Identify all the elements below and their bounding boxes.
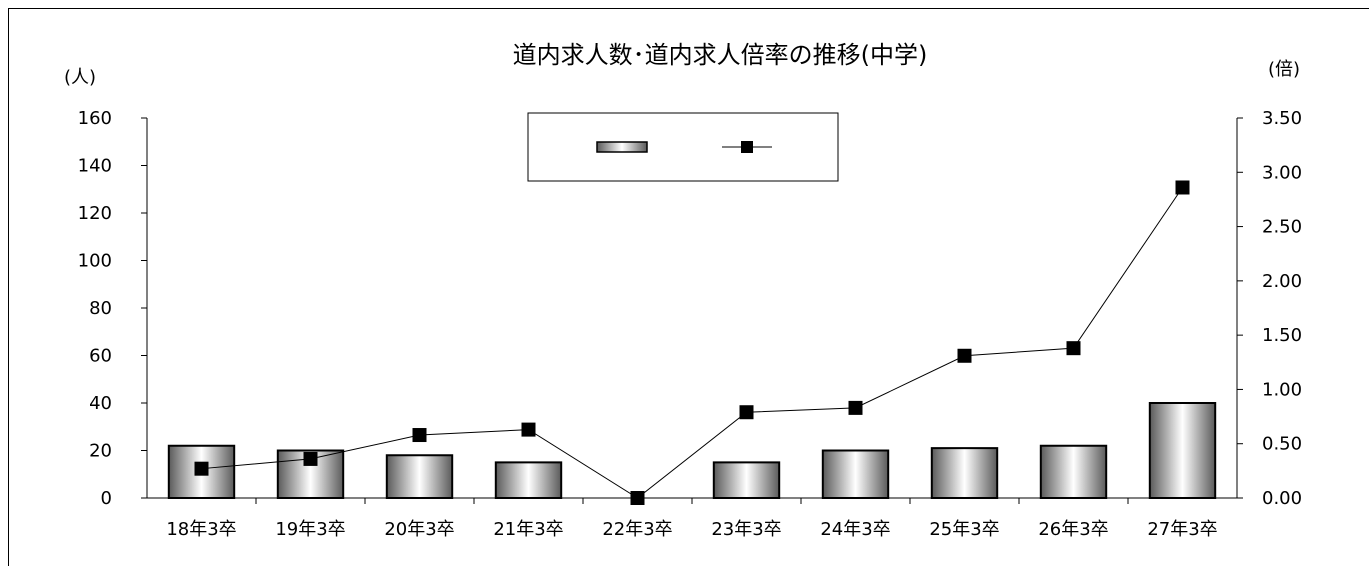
legend [527,112,839,182]
x-tick-label: 20年3卒 [384,519,454,540]
bar [930,447,999,499]
bar [1039,444,1108,499]
line-point [412,428,427,443]
right-tick-label: 2.00 [1262,271,1302,292]
left-tick-label: 40 [89,393,112,414]
line-point [521,422,536,437]
bar [712,461,781,499]
left-tick-label: 120 [78,203,112,224]
x-tick-label: 18年3卒 [166,519,236,540]
line-point [957,348,972,363]
right-tick-label: 1.00 [1262,379,1302,400]
line-point [303,451,318,466]
right-tick-label: 2.50 [1262,217,1302,238]
chart-title: 道内求人数･道内求人倍率の推移(中学) [513,41,928,69]
bar [494,461,563,499]
x-tick-label: 22年3卒 [602,519,672,540]
chart-frame [8,8,1369,566]
line-point [194,461,209,476]
right-tick-label: 0.00 [1262,488,1302,509]
bar [821,449,890,499]
line-point [630,491,645,505]
x-tick-label: 24年3卒 [820,519,890,540]
line-point [1066,341,1081,356]
legend-box [527,112,839,182]
left-tick-label: 20 [89,441,112,462]
left-tick-label: 100 [78,251,112,272]
series-line [201,187,1183,499]
left-axis-unit: (人) [64,67,96,88]
legend-marker-swatch [741,141,753,153]
x-tick-label: 23年3卒 [711,519,781,540]
line-point [848,400,863,415]
x-tick-label: 27年3卒 [1147,519,1217,540]
right-axis-unit: (倍) [1268,59,1300,80]
left-tick-label: 160 [78,108,112,129]
right-tick-label: 0.50 [1262,434,1302,455]
line-point [739,405,754,420]
right-tick-label: 3.00 [1262,162,1302,183]
right-tick-label: 1.50 [1262,325,1302,346]
bar [1148,402,1217,499]
left-tick-label: 140 [78,156,112,177]
right-tick-label: 3.50 [1262,108,1302,129]
bar [385,454,454,499]
x-tick-label: 26年3卒 [1038,519,1108,540]
x-tick-label: 19年3卒 [275,519,345,540]
left-tick-label: 0 [101,488,112,509]
x-tick-label: 21年3卒 [493,519,563,540]
line-point [1175,180,1190,195]
legend-bar-swatch [596,141,648,153]
left-tick-label: 60 [89,346,112,367]
x-tick-label: 25年3卒 [929,519,999,540]
left-tick-label: 80 [89,298,112,319]
